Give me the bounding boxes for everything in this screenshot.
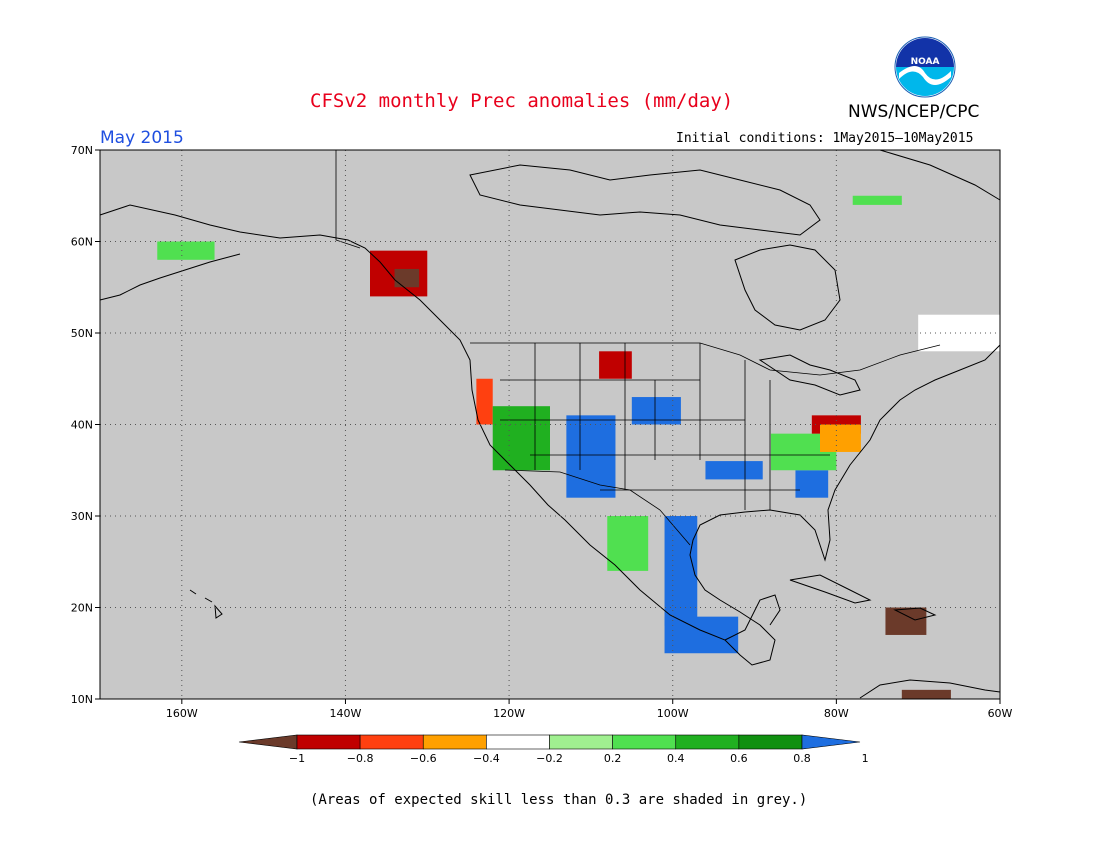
colorbar: −1 −0.8 −0.6 −0.4 −0.2 0.2 0.4 0.6 0.8 1 [238,734,869,765]
lon-tick-label: 60W [988,707,1013,720]
colorbar-label: 0.6 [730,752,748,765]
anomaly-region-southern-mexico [664,616,739,654]
anomaly-region-caribbean-hispaniola [885,607,927,635]
skill-footnote: (Areas of expected skill less than 0.3 a… [310,792,808,808]
lat-tick-label: 20N [71,602,93,615]
colorbar-label: −0.4 [473,752,500,765]
anomaly-region-new-england [820,424,861,452]
alaska-canada-border [335,150,361,249]
lat-tick-label: 70N [71,144,93,157]
aleutian-islands [99,253,241,301]
us-state-lines [500,343,830,510]
lon-tick-label: 100W [657,707,689,720]
lat-tick-label: 50N [71,327,93,340]
canada-us-border [470,342,941,376]
north-america-coastline [99,204,1001,666]
colorbar-bin [612,734,677,750]
colorbar-bin [296,734,361,750]
anomaly-region-northern-quebec [918,314,1000,352]
lat-tick-label: 40N [71,419,93,432]
anomaly-region-alaska-panhandle-core [394,268,420,288]
initial-conditions: Initial conditions: 1May2015–10May2015 [676,131,974,146]
anomaly-region-southern-rockies [566,415,616,498]
hispaniola-coastline [893,607,937,621]
colorbar-bin [675,734,740,750]
colorbar-label: 1 [862,752,869,765]
colorbar-bin [549,734,613,750]
anomaly-region-labrador [852,195,902,205]
agency-label: NWS/NCEP/CPC [848,102,980,122]
anomaly-region-tennessee-valley [705,461,763,480]
forecast-month: May 2015 [100,128,184,148]
lon-tick-label: 140W [330,707,362,720]
colorbar-label: −0.8 [347,752,374,765]
lon-tick-label: 80W [824,707,849,720]
colorbar-label: −1 [289,752,305,765]
hawaii-islands [189,589,223,619]
lat-tick-label: 10N [71,693,93,706]
great-lakes [758,354,861,396]
colorbar-bin [738,734,803,750]
cuba-coastline [789,574,872,604]
logo-text: NOAA [911,57,940,67]
colorbar-arrow-low [238,734,298,750]
latitude-tick-labels: 10N 20N 30N 40N 50N 60N 70N [71,144,100,706]
map-plot-area [99,149,1001,700]
anomaly-region-montana [599,351,632,379]
anomaly-region-southeast-us [795,470,829,498]
colorbar-label: 0.4 [667,752,685,765]
colorbar-label: −0.2 [536,752,563,765]
south-america-coastline [859,679,1001,699]
anomaly-region-mexico-west [607,516,649,571]
lon-tick-label: 160W [166,707,198,720]
colorbar-bin [486,734,550,750]
colorbar-bin [359,734,424,750]
lat-tick-label: 30N [71,510,93,523]
anomaly-region-western-alaska [157,241,215,260]
colorbar-label: 0.2 [604,752,622,765]
colorbar-label: 0.8 [793,752,811,765]
main-title: CFSv2 monthly Prec anomalies (mm/day) [310,90,734,112]
greenland-coastline [879,149,1001,201]
lat-tick-label: 60N [71,236,93,249]
anomaly-region-mexico-east [664,516,698,626]
colorbar-label: −0.6 [410,752,437,765]
noaa-logo: NOAA [894,36,956,98]
colorbar-arrow-high [801,734,861,750]
lon-tick-label: 120W [493,707,525,720]
coastlines [99,149,1001,699]
anomaly-region-venezuela-coast [901,689,951,699]
colorbar-bin [422,734,487,750]
hudson-bay-coastline [734,244,841,331]
anomaly-region-pacific-northwest-coast [476,378,493,425]
anomaly-regions [157,195,1000,699]
longitude-tick-labels: 160W 140W 120W 100W 80W 60W [166,699,1013,720]
arctic-islands [469,164,821,236]
yucatan-coastline [724,594,781,641]
anomaly-region-great-basin [492,406,550,471]
